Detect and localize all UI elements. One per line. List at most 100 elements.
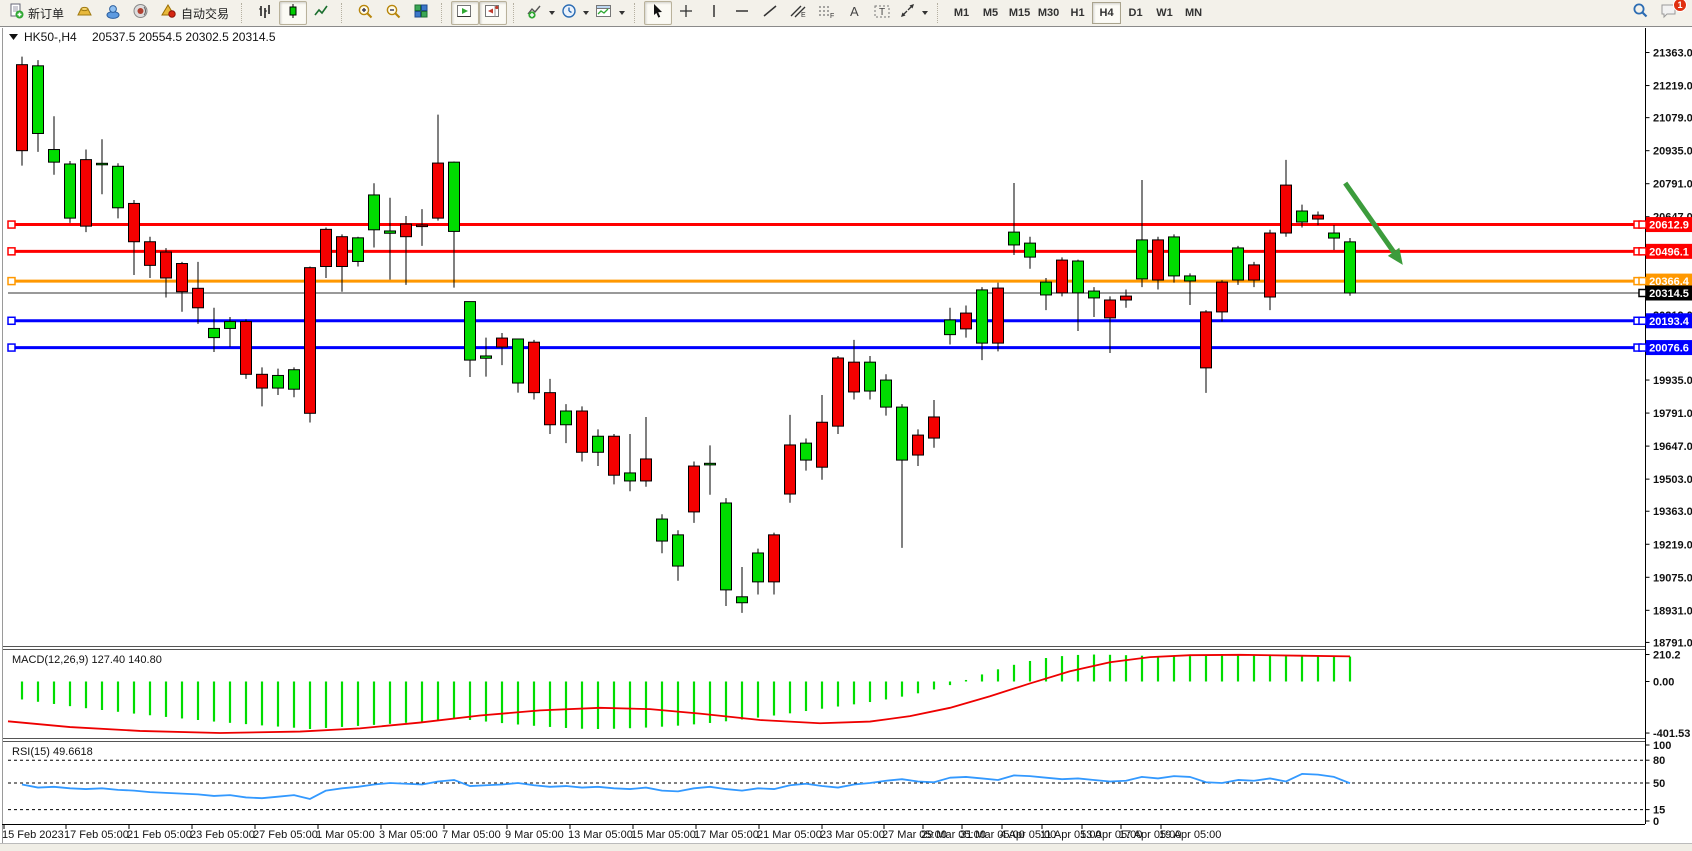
symbol-dropdown-icon[interactable] xyxy=(9,34,18,40)
line-handle[interactable] xyxy=(1638,220,1647,229)
trend-arrow[interactable] xyxy=(1343,181,1396,254)
line-handle[interactable] xyxy=(1638,316,1647,326)
tile-windows-button[interactable] xyxy=(407,1,435,25)
search-icon xyxy=(1631,2,1649,24)
candle-body xyxy=(144,241,156,266)
svg-text:A: A xyxy=(850,4,859,19)
timeframe-mn-button[interactable]: MN xyxy=(1184,7,1203,19)
chart-shift-button[interactable] xyxy=(479,1,508,25)
arrows-tool-button[interactable] xyxy=(896,1,931,25)
candle xyxy=(608,433,620,485)
price-tag xyxy=(1646,285,1692,301)
bar-chart-button[interactable] xyxy=(251,1,279,25)
channel-icon: E xyxy=(789,3,807,24)
candle-body xyxy=(1280,184,1292,234)
candle-body xyxy=(1040,281,1052,296)
candle xyxy=(624,433,636,492)
line-handle[interactable] xyxy=(7,316,16,326)
zoom-in-button[interactable] xyxy=(351,1,379,25)
chart-canvas[interactable]: 21363.021219.021079.020935.020791.020647… xyxy=(0,28,1692,851)
line-chart-button[interactable] xyxy=(307,1,335,25)
periods-button[interactable] xyxy=(558,1,592,25)
line-handle[interactable] xyxy=(1638,343,1647,352)
vertical-line-tool-button[interactable] xyxy=(700,1,728,25)
candle-body xyxy=(896,406,908,461)
candle xyxy=(208,307,220,353)
time-label: 1 Mar 05:00 xyxy=(316,829,375,841)
candle xyxy=(432,114,444,221)
time-label: 4 Apr 05:00 xyxy=(1000,829,1056,841)
new-order-button[interactable]: 新订单 xyxy=(2,1,70,25)
line-handle[interactable] xyxy=(1638,247,1647,256)
market-watch-button[interactable] xyxy=(70,1,98,25)
rsi-scale-label: 0 xyxy=(1653,816,1659,828)
candle xyxy=(1136,180,1148,288)
candle-body xyxy=(704,462,716,466)
svg-text:T: T xyxy=(879,7,885,18)
timeframe-m5-button[interactable]: M5 xyxy=(982,7,999,19)
price-tick-label: 21219.0 xyxy=(1653,81,1692,93)
line-handle[interactable] xyxy=(7,220,16,229)
candlestick-chart-button[interactable] xyxy=(279,1,308,25)
line-handle[interactable] xyxy=(7,276,16,286)
community-button[interactable] xyxy=(98,1,126,25)
line-handle[interactable] xyxy=(7,343,16,352)
candle-body xyxy=(1312,214,1324,220)
candle xyxy=(1264,229,1276,311)
candle-body xyxy=(176,263,188,293)
text-tool-button[interactable]: A xyxy=(840,1,868,25)
candle xyxy=(928,399,940,448)
price-tag-label: 20366.4 xyxy=(1649,276,1690,288)
price-tick-label: 19075.0 xyxy=(1653,572,1692,584)
timeframe-h4-button[interactable]: H4 xyxy=(1092,2,1122,24)
auto-scroll-button[interactable] xyxy=(451,1,480,25)
timeframe-m15-button[interactable]: M15 xyxy=(1008,7,1031,19)
toolbar-separator xyxy=(937,3,943,23)
timeframe-m1-button[interactable]: M1 xyxy=(953,7,970,19)
timeframe-h1-button[interactable]: H1 xyxy=(1070,7,1085,19)
line-handle[interactable] xyxy=(1638,276,1647,286)
candle xyxy=(688,461,700,523)
candle-body xyxy=(64,163,76,219)
candle-body xyxy=(432,162,444,219)
autotrading-button[interactable]: 自动交易 xyxy=(154,1,235,25)
candle xyxy=(416,209,428,246)
candle xyxy=(800,438,812,471)
line-chart-icon xyxy=(313,3,329,24)
candle-body xyxy=(720,502,732,591)
candle-body xyxy=(960,312,972,330)
candle-body xyxy=(864,361,876,392)
search-button[interactable] xyxy=(1626,1,1654,25)
trend-arrow-head[interactable] xyxy=(1387,247,1403,265)
crosshair-tool-button[interactable] xyxy=(672,1,700,25)
macd-scale-label: 0.00 xyxy=(1653,677,1674,689)
autotrading-icon xyxy=(160,3,177,24)
candle xyxy=(1040,277,1052,311)
candle-body xyxy=(752,552,764,583)
zoom-out-button[interactable] xyxy=(379,1,407,25)
svg-text:E: E xyxy=(801,12,806,19)
candle xyxy=(864,355,876,400)
candle xyxy=(368,183,380,248)
alerts-button[interactable] xyxy=(126,1,154,25)
horizontal-line-tool-button[interactable] xyxy=(728,1,756,25)
text-label-tool-button[interactable]: T xyxy=(868,1,896,25)
line-handle[interactable] xyxy=(7,247,16,256)
chart-window[interactable]: 21363.021219.021079.020935.020791.020647… xyxy=(0,28,1692,851)
trendline-tool-button[interactable] xyxy=(756,1,784,25)
line-handle[interactable] xyxy=(1638,288,1647,298)
price-tick-label: 20935.0 xyxy=(1653,146,1692,158)
indicators-icon xyxy=(526,3,543,24)
price-tick-label: 19503.0 xyxy=(1653,474,1692,486)
timeframe-w1-button[interactable]: W1 xyxy=(1156,7,1173,19)
timeframe-m30-button[interactable]: M30 xyxy=(1037,7,1060,19)
notifications-button[interactable]: 1 xyxy=(1654,0,1687,25)
indicators-button[interactable] xyxy=(523,1,558,25)
timeframe-d1-button[interactable]: D1 xyxy=(1128,7,1143,19)
cursor-tool-button[interactable] xyxy=(644,1,673,25)
timeframes-group: M1 M5 M15 M30 H1 H4 D1 W1 MN xyxy=(947,0,1208,27)
candle xyxy=(560,404,572,444)
fibonacci-tool-button[interactable]: F xyxy=(812,1,840,25)
templates-button[interactable] xyxy=(592,1,628,25)
equidistant-channel-tool-button[interactable]: E xyxy=(784,1,812,25)
